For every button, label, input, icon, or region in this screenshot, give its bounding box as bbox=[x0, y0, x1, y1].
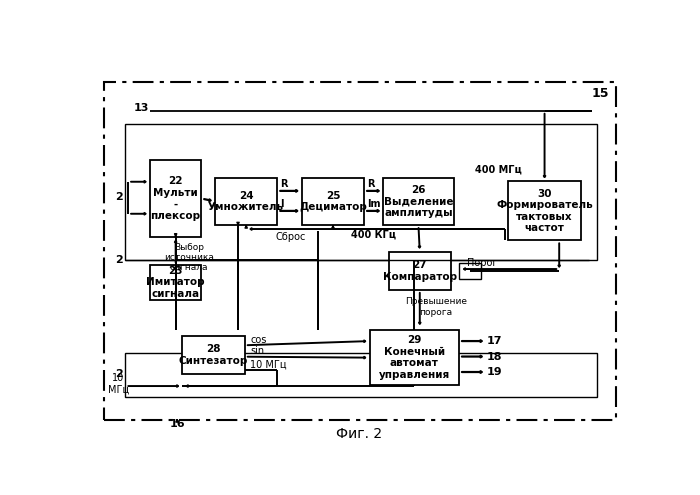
FancyBboxPatch shape bbox=[459, 263, 481, 279]
Text: 27
Компаратор: 27 Компаратор bbox=[383, 260, 457, 282]
FancyBboxPatch shape bbox=[383, 178, 454, 225]
FancyBboxPatch shape bbox=[183, 336, 245, 374]
Text: 19: 19 bbox=[486, 367, 502, 377]
Text: 25
Дециматор: 25 Дециматор bbox=[299, 191, 367, 212]
Text: 26
Выделение
амплитуды: 26 Выделение амплитуды bbox=[384, 185, 453, 218]
Text: 10 МГц: 10 МГц bbox=[251, 359, 287, 369]
Text: 2: 2 bbox=[115, 192, 122, 201]
Text: Фиг. 2: Фиг. 2 bbox=[336, 427, 382, 441]
Text: 2: 2 bbox=[115, 254, 122, 264]
Text: 23
Имитатор
сигнала: 23 Имитатор сигнала bbox=[146, 266, 205, 299]
FancyBboxPatch shape bbox=[215, 178, 277, 225]
Text: Выбор
источника
сигнала: Выбор источника сигнала bbox=[164, 243, 214, 273]
Text: 29
Конечный
автомат
управления: 29 Конечный автомат управления bbox=[379, 335, 450, 380]
Text: Im: Im bbox=[367, 199, 380, 209]
Text: 2: 2 bbox=[115, 369, 122, 379]
Text: 13: 13 bbox=[134, 103, 149, 113]
Text: Порог: Порог bbox=[468, 258, 498, 268]
FancyBboxPatch shape bbox=[302, 178, 364, 225]
Text: 15: 15 bbox=[592, 87, 609, 100]
FancyBboxPatch shape bbox=[150, 265, 202, 299]
Text: Сброс: Сброс bbox=[276, 232, 306, 242]
Text: R: R bbox=[367, 179, 374, 189]
Text: 400 МГц: 400 МГц bbox=[475, 165, 522, 175]
Text: 28
Синтезатор: 28 Синтезатор bbox=[179, 344, 248, 366]
Text: 16: 16 bbox=[169, 419, 185, 429]
Text: 24
Умножитель: 24 Умножитель bbox=[208, 191, 284, 212]
Text: 18: 18 bbox=[486, 351, 502, 361]
Text: Превышение
порога: Превышение порога bbox=[405, 297, 467, 317]
FancyBboxPatch shape bbox=[370, 330, 459, 385]
Text: 22
Мульти
-
плексор: 22 Мульти - плексор bbox=[150, 176, 201, 221]
Text: 30
Формирователь
тактовых
частот: 30 Формирователь тактовых частот bbox=[496, 189, 593, 233]
Text: 400 КГц: 400 КГц bbox=[351, 230, 396, 240]
FancyBboxPatch shape bbox=[389, 252, 451, 290]
Text: I: I bbox=[280, 199, 284, 209]
Text: sin: sin bbox=[251, 346, 265, 356]
Text: 17: 17 bbox=[486, 336, 502, 346]
Text: cos: cos bbox=[251, 335, 267, 345]
FancyBboxPatch shape bbox=[150, 160, 202, 237]
FancyBboxPatch shape bbox=[508, 181, 581, 241]
Text: 10
МГц: 10 МГц bbox=[108, 373, 129, 394]
Text: R: R bbox=[280, 179, 288, 189]
